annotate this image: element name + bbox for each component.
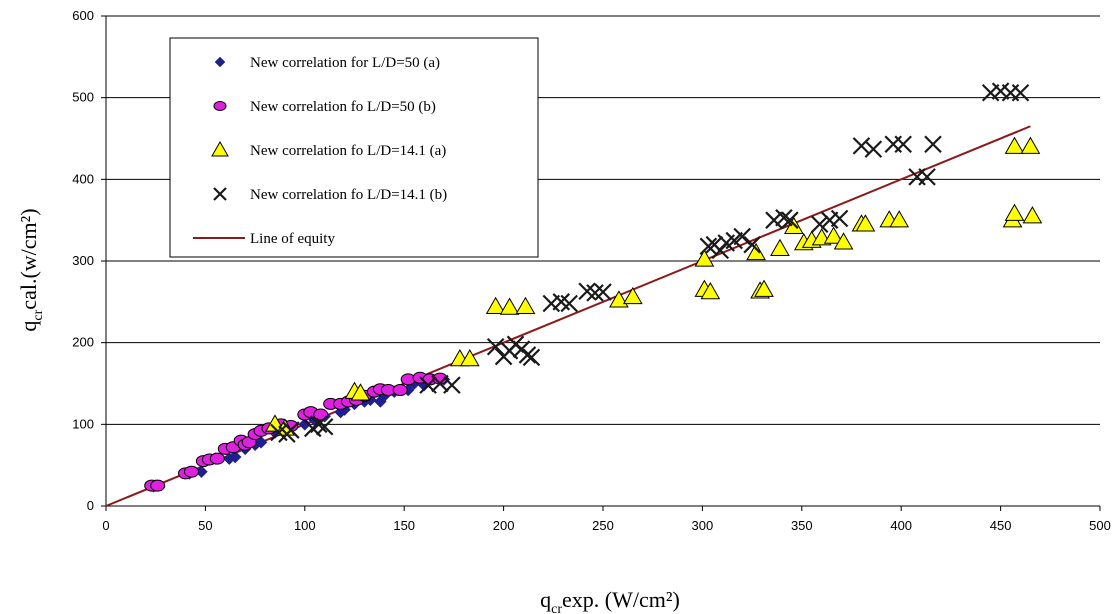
data-point xyxy=(586,284,604,302)
data-point xyxy=(622,286,643,305)
data-point xyxy=(894,135,912,153)
series-2 xyxy=(265,136,1043,436)
data-point xyxy=(810,215,829,234)
legend-marker-circle xyxy=(213,101,227,111)
data-point xyxy=(150,479,166,492)
axes xyxy=(101,15,1101,511)
data-point xyxy=(594,283,612,301)
x-tick-label: 500 xyxy=(1089,518,1111,533)
data-point xyxy=(754,279,774,297)
x-tick-label: 0 xyxy=(102,518,109,533)
legend-label: New correlation fo L/D=14.1 (b) xyxy=(250,187,447,203)
data-point xyxy=(700,282,721,300)
data-point xyxy=(560,294,578,313)
x-tick-label: 300 xyxy=(692,518,714,533)
data-point xyxy=(743,235,761,254)
x-tick-label: 350 xyxy=(791,518,813,533)
data-point xyxy=(522,348,541,367)
data-point xyxy=(852,137,871,155)
y-axis-title-rest: cal.(w/cm²) xyxy=(16,208,41,309)
data-point xyxy=(298,417,312,431)
data-point xyxy=(855,214,876,232)
data-point xyxy=(315,418,334,436)
y-axis-title: qcrcal.(w/cm²) xyxy=(16,208,46,331)
data-point xyxy=(392,384,408,397)
data-point xyxy=(209,452,225,465)
data-point xyxy=(485,296,506,314)
data-point xyxy=(823,226,844,244)
legend-marker-triangle xyxy=(211,140,229,157)
data-point xyxy=(1022,206,1043,224)
legend-marker-diamond xyxy=(214,56,226,68)
legend-label: Line of equity xyxy=(250,231,335,247)
plot-area xyxy=(105,82,1043,507)
x-axis-title-rest: exp. (W/cm²) xyxy=(562,587,680,612)
legend-label: New correlation for L/D=50 (a) xyxy=(250,55,440,71)
data-point xyxy=(699,237,718,256)
x-tick-label: 200 xyxy=(493,518,515,533)
x-tick-label: 400 xyxy=(890,518,912,533)
x-axis-title: qcrexp. (W/cm²) xyxy=(540,587,680,614)
y-tick-label: 0 xyxy=(87,498,94,513)
legend-label: New correlation fo L/D=50 (b) xyxy=(250,99,436,115)
series-1 xyxy=(144,371,448,492)
data-point xyxy=(833,232,854,250)
data-point xyxy=(309,415,328,434)
data-point xyxy=(781,211,799,229)
data-point xyxy=(864,140,883,158)
x-tick-label: 150 xyxy=(393,518,415,533)
x-tick-label: 100 xyxy=(294,518,316,533)
legend-box xyxy=(169,37,539,258)
legend-label: New correlation fo L/D=14.1 (a) xyxy=(250,143,446,159)
y-axis-title-main: q xyxy=(16,321,41,332)
data-point xyxy=(499,297,520,315)
y-tick-label: 400 xyxy=(72,171,94,186)
data-point xyxy=(775,208,793,227)
x-tick-label: 250 xyxy=(592,518,614,533)
x-axis-title-main: q xyxy=(540,587,551,612)
data-point xyxy=(1004,136,1025,154)
data-point xyxy=(183,465,199,478)
x-axis-title-sub: cr xyxy=(551,602,562,614)
data-point xyxy=(733,227,751,246)
y-axis-title-sub: cr xyxy=(31,309,46,320)
legend: New correlation for L/D=50 (a) New correl… xyxy=(169,37,539,258)
data-point xyxy=(694,249,715,267)
data-point xyxy=(228,450,242,464)
data-point xyxy=(830,209,849,228)
data-point xyxy=(486,337,505,356)
x-tick-label: 450 xyxy=(990,518,1012,533)
y-tick-labels: 0 100 200 300 400 500 600 xyxy=(72,8,94,513)
data-point xyxy=(282,421,300,439)
data-point xyxy=(443,376,461,394)
x-tick-labels: 0 50 100 150 200 250 300 350 400 450 500 xyxy=(102,518,1110,533)
data-point xyxy=(924,135,942,153)
data-point xyxy=(609,290,629,308)
y-tick-label: 100 xyxy=(72,416,94,431)
legend-marker-x xyxy=(213,187,227,201)
y-tick-label: 300 xyxy=(72,253,94,268)
data-point xyxy=(770,238,790,256)
data-point xyxy=(889,210,910,228)
data-point xyxy=(515,296,536,314)
data-point xyxy=(1011,83,1030,102)
data-point xyxy=(765,211,783,229)
data-point xyxy=(1004,203,1025,221)
data-point xyxy=(313,408,329,421)
y-tick-label: 500 xyxy=(72,90,94,105)
data-point xyxy=(459,348,480,367)
data-point xyxy=(350,383,371,401)
series-3 xyxy=(270,82,1030,443)
data-point xyxy=(918,168,936,186)
data-point xyxy=(1020,136,1041,154)
x-tick-label: 50 xyxy=(198,518,212,533)
y-tick-label: 200 xyxy=(72,335,94,350)
y-tick-label: 600 xyxy=(72,8,94,23)
